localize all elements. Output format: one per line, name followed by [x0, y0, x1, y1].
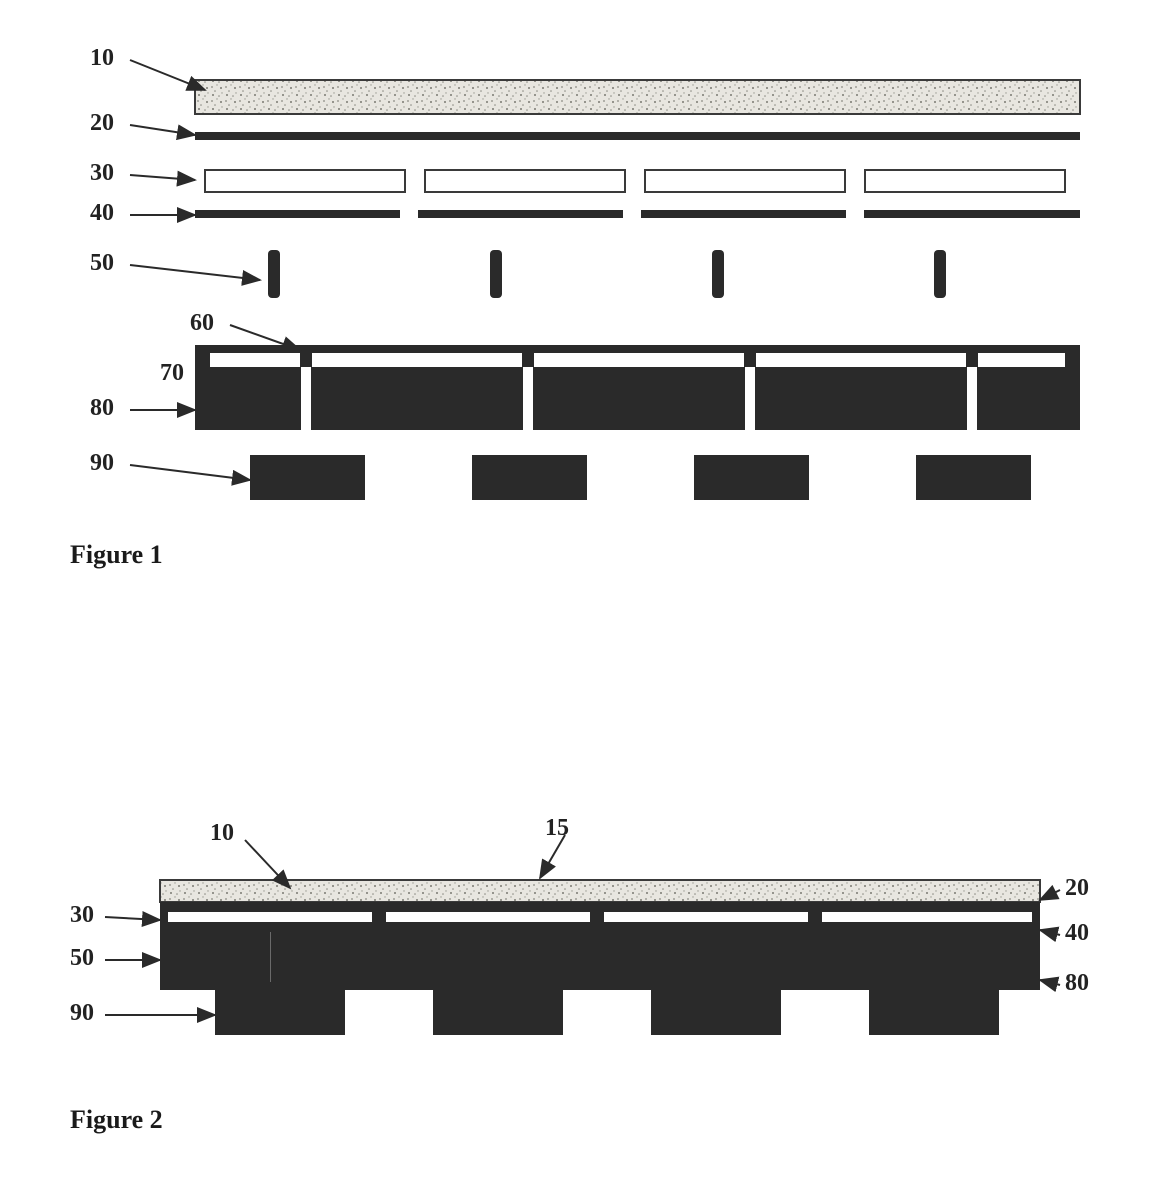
ref-label: 90 — [90, 450, 114, 477]
ref-label: 40 — [1065, 920, 1089, 947]
ref-label: 20 — [1065, 875, 1089, 902]
ref-label: 50 — [70, 945, 94, 972]
ref-label: 90 — [70, 1000, 94, 1027]
page-canvas: Figure 1 Figure 2 10 20 30 40 50 6070 80 90 30 50… — [0, 0, 1154, 1199]
diagram-svg — [0, 0, 1154, 1199]
ref-label: 10 — [90, 45, 114, 72]
ref-label: 50 — [90, 250, 114, 277]
ref-label: 60 — [190, 310, 214, 337]
ref-label: 20 — [90, 110, 114, 137]
ref-label: 40 — [90, 200, 114, 227]
ref-label: 30 — [70, 902, 94, 929]
ref-label: 30 — [90, 160, 114, 187]
figure1-caption: Figure 1 — [70, 540, 163, 570]
ref-label: 10 — [210, 820, 234, 847]
ref-label: 80 — [90, 395, 114, 422]
ref-label: 15 — [545, 815, 569, 842]
figure2-caption: Figure 2 — [70, 1105, 163, 1135]
ref-label: 70 — [160, 360, 184, 387]
ref-label: 80 — [1065, 970, 1089, 997]
